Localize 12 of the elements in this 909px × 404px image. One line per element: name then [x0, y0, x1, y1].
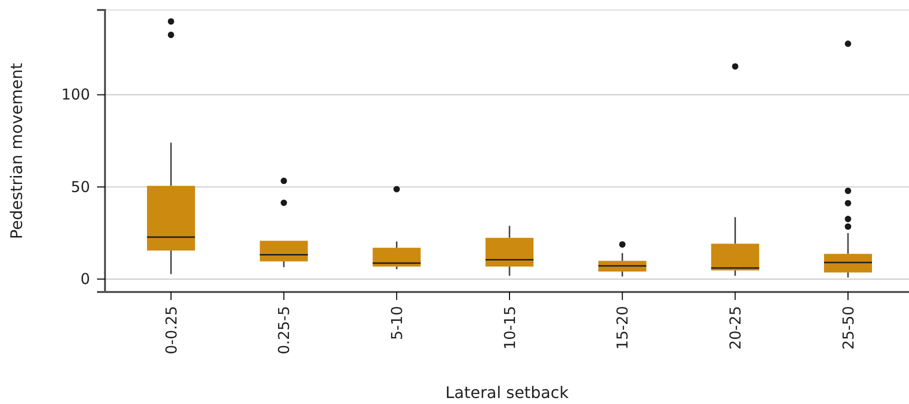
y-tick-label: 50	[70, 178, 90, 196]
y-tick-label: 100	[61, 86, 90, 104]
x-tick-label: 0.25-5	[275, 306, 294, 354]
x-axis-title: Lateral setback	[445, 383, 570, 402]
x-tick-label: 15-20	[614, 306, 632, 350]
x-tick-label: 20-25	[726, 306, 744, 350]
x-tick-label: 25-50	[839, 306, 858, 350]
y-axis-title: Pedestrian movement	[7, 62, 26, 240]
y-tick-label: 0	[80, 270, 90, 288]
x-tick-label: 10-15	[500, 306, 519, 350]
x-tick-label: 0-0.25	[162, 306, 180, 354]
x-tick-label: 5-10	[388, 306, 406, 340]
